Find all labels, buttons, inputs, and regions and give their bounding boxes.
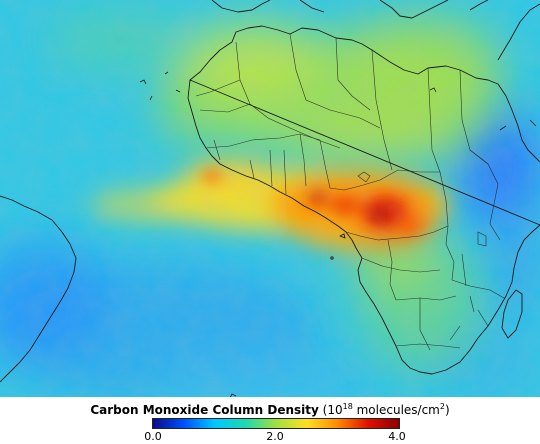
legend-unit-mid: molecules/cm [352,403,440,417]
noise-texture [0,0,540,397]
legend-unit: (1018 molecules/cm2) [322,402,450,417]
legend-title: Carbon Monoxide Column Density (1018 mol… [0,402,540,417]
tick-label-max: 4.0 [388,430,406,443]
legend-unit-exponent: 18 [342,402,353,411]
co-density-map-svg [0,0,540,397]
legend-unit-close: ) [444,403,450,417]
country-borders [195,33,505,351]
legend-unit-open: (10 [322,403,343,417]
tick-label-min: 0.0 [144,430,162,443]
legend-unit-squared: 2 [439,402,445,411]
islands [139,71,537,397]
color-scale-bar [152,418,400,429]
coastlines [0,0,540,383]
tick-label-mid: 2.0 [266,430,284,443]
legend-title-main: Carbon Monoxide Column Density [90,403,319,417]
co-map [0,0,540,397]
